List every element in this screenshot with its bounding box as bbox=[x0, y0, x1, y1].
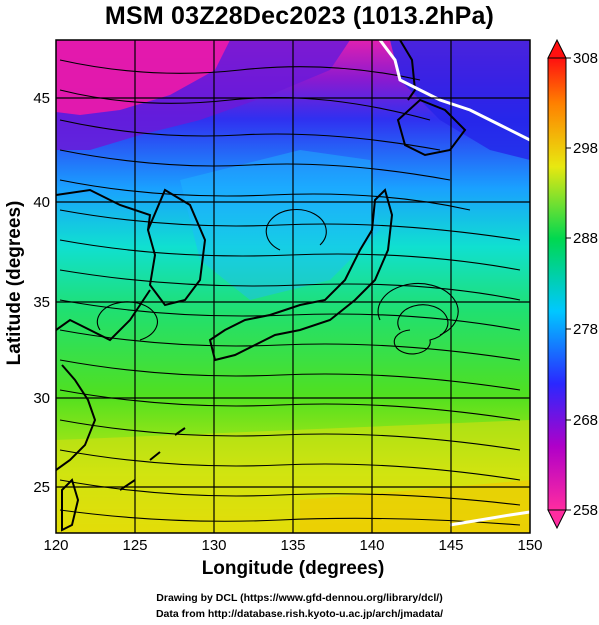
x-tick-140: 140 bbox=[359, 537, 384, 554]
isotherm-white-lines bbox=[378, 40, 530, 527]
colorbar-scale bbox=[547, 57, 567, 511]
map-title: MSM 03Z28Dec2023 (1013.2hPa) bbox=[104, 2, 495, 30]
temperature-field bbox=[56, 40, 530, 533]
colorbar-tick-298: 298 bbox=[573, 140, 598, 157]
plot-frame bbox=[55, 39, 531, 534]
grid-lines bbox=[56, 40, 530, 533]
colorbar: 258 268 278 288 298 308 bbox=[547, 38, 598, 530]
colorbar-tick-268: 268 bbox=[573, 412, 598, 429]
y-tick-45: 45 bbox=[33, 90, 50, 107]
x-tick-150: 150 bbox=[517, 537, 542, 554]
x-tick-145: 145 bbox=[438, 537, 463, 554]
colorbar-tick-278: 278 bbox=[573, 321, 598, 338]
colorbar-max-arrow bbox=[547, 38, 567, 59]
x-tick-135: 135 bbox=[280, 537, 305, 554]
credit-data: Data from http://database.rish.kyoto-u.a… bbox=[155, 608, 444, 620]
colorbar-min-arrow bbox=[547, 509, 567, 530]
y-tick-35: 35 bbox=[33, 294, 50, 311]
y-tick-30: 30 bbox=[33, 390, 50, 407]
colorbar-tick-288: 288 bbox=[573, 230, 598, 247]
colorbar-tick-308: 308 bbox=[573, 50, 598, 67]
y-tick-25: 25 bbox=[33, 479, 50, 496]
y-tick-40: 40 bbox=[33, 194, 50, 211]
y-tick-labels: 25 30 35 40 45 bbox=[33, 90, 50, 496]
x-axis-label: Longitude (degrees) bbox=[201, 558, 385, 579]
wind-streamlines bbox=[59, 59, 521, 526]
x-tick-labels: 120 125 130 135 140 145 150 bbox=[43, 537, 542, 554]
y-axis-label: Latitude (degrees) bbox=[4, 200, 25, 366]
x-tick-120: 120 bbox=[43, 537, 68, 554]
credit-drawing: Drawing by DCL (https://www.gfd-dennou.o… bbox=[156, 592, 443, 604]
colorbar-tick-258: 258 bbox=[573, 502, 598, 519]
x-tick-125: 125 bbox=[122, 537, 147, 554]
x-tick-130: 130 bbox=[201, 537, 226, 554]
